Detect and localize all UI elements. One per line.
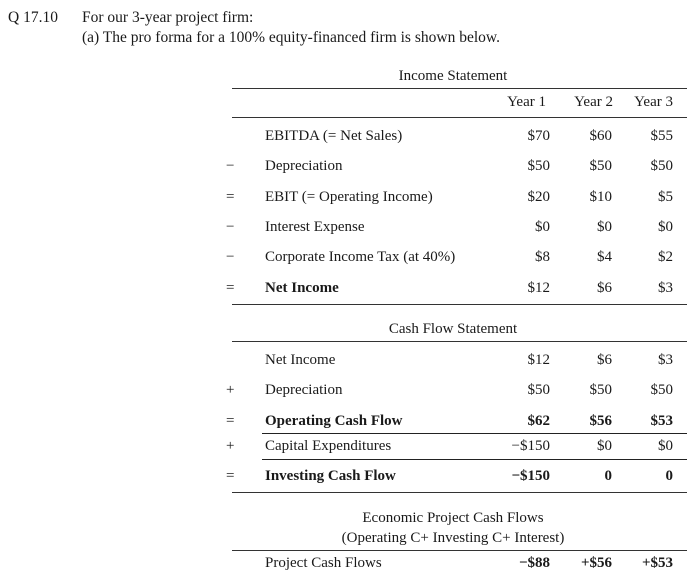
cell: +$53 bbox=[641, 555, 673, 571]
cell: $50 bbox=[589, 382, 613, 398]
cell: $0 bbox=[658, 219, 673, 235]
income-header-rule bbox=[232, 117, 687, 118]
question-number: Q 17.10 bbox=[8, 9, 58, 26]
row-label-net-income: Net Income bbox=[265, 280, 339, 296]
cell: $6 bbox=[597, 352, 612, 368]
capex-rule bbox=[262, 459, 687, 460]
row-label-operating-cash-flow: Operating Cash Flow bbox=[265, 413, 403, 429]
economic-title-rule bbox=[232, 550, 687, 551]
cell: $3 bbox=[658, 280, 673, 296]
cell: +$56 bbox=[580, 555, 612, 571]
row-label-depreciation: Depreciation bbox=[265, 158, 343, 174]
cell: $53 bbox=[650, 413, 674, 429]
operating-cash-flow-rule bbox=[262, 433, 687, 434]
row-label-interest-expense: Interest Expense bbox=[265, 219, 365, 235]
cell: $50 bbox=[650, 158, 674, 174]
cell: $12 bbox=[527, 352, 551, 368]
op-symbol: = bbox=[226, 280, 235, 296]
cash-flow-statement-title: Cash Flow Statement bbox=[388, 321, 518, 337]
cell: $60 bbox=[589, 128, 613, 144]
cell: $3 bbox=[658, 352, 673, 368]
cell: $0 bbox=[535, 219, 550, 235]
row-label-investing-cash-flow: Investing Cash Flow bbox=[265, 468, 396, 484]
cell: $4 bbox=[597, 249, 612, 265]
op-symbol: − bbox=[226, 249, 235, 265]
cell: $50 bbox=[650, 382, 674, 398]
row-label-ebitda: EBITDA (= Net Sales) bbox=[265, 128, 403, 144]
row-label-income-tax: Corporate Income Tax (at 40%) bbox=[265, 249, 456, 265]
question-part-a: (a) The pro forma for a 100% equity-fina… bbox=[82, 29, 500, 46]
income-bottom-rule bbox=[232, 304, 687, 305]
op-symbol: = bbox=[226, 413, 235, 429]
year-2-header: Year 2 bbox=[574, 94, 613, 110]
year-1-header: Year 1 bbox=[507, 94, 546, 110]
cell: $8 bbox=[535, 249, 550, 265]
income-statement-title: Income Statement bbox=[398, 68, 508, 84]
cell: $50 bbox=[527, 158, 551, 174]
op-symbol: = bbox=[226, 468, 235, 484]
cell: $62 bbox=[527, 413, 551, 429]
cell: $0 bbox=[658, 438, 673, 454]
cell: $5 bbox=[658, 189, 673, 205]
op-symbol: + bbox=[226, 438, 235, 454]
cell: $0 bbox=[597, 219, 612, 235]
cell: $10 bbox=[589, 189, 613, 205]
cell: $56 bbox=[589, 413, 613, 429]
cell: −$150 bbox=[511, 438, 550, 454]
economic-cash-flows-title: Economic Project Cash Flows bbox=[362, 510, 544, 526]
op-symbol: − bbox=[226, 158, 235, 174]
cell: $0 bbox=[597, 438, 612, 454]
op-symbol: = bbox=[226, 189, 235, 205]
income-title-rule bbox=[232, 88, 687, 89]
cell: −$88 bbox=[518, 555, 550, 571]
economic-cash-flows-subtitle: (Operating C+ Investing C+ Interest) bbox=[341, 530, 565, 546]
question-intro: For our 3-year project firm: bbox=[82, 9, 254, 26]
cell: −$150 bbox=[511, 468, 550, 484]
year-3-header: Year 3 bbox=[634, 94, 673, 110]
cell: $50 bbox=[527, 382, 551, 398]
cell: 0 bbox=[604, 468, 613, 484]
cell: $70 bbox=[527, 128, 551, 144]
row-label-capital-expenditures: Capital Expenditures bbox=[265, 438, 392, 454]
cell: $2 bbox=[658, 249, 673, 265]
row-label-net-income: Net Income bbox=[265, 352, 336, 368]
row-label-project-cash-flows: Project Cash Flows bbox=[265, 555, 382, 571]
cell: $55 bbox=[650, 128, 674, 144]
row-label-depreciation: Depreciation bbox=[265, 382, 343, 398]
op-symbol: + bbox=[226, 382, 235, 398]
cell: $50 bbox=[589, 158, 613, 174]
cell: $20 bbox=[527, 189, 551, 205]
cell: $12 bbox=[527, 280, 551, 296]
row-label-ebit: EBIT (= Operating Income) bbox=[265, 189, 433, 205]
cash-flow-bottom-rule bbox=[232, 492, 687, 493]
cell: $6 bbox=[597, 280, 612, 296]
op-symbol: − bbox=[226, 219, 235, 235]
cell: 0 bbox=[665, 468, 674, 484]
cash-flow-title-rule bbox=[232, 341, 687, 342]
